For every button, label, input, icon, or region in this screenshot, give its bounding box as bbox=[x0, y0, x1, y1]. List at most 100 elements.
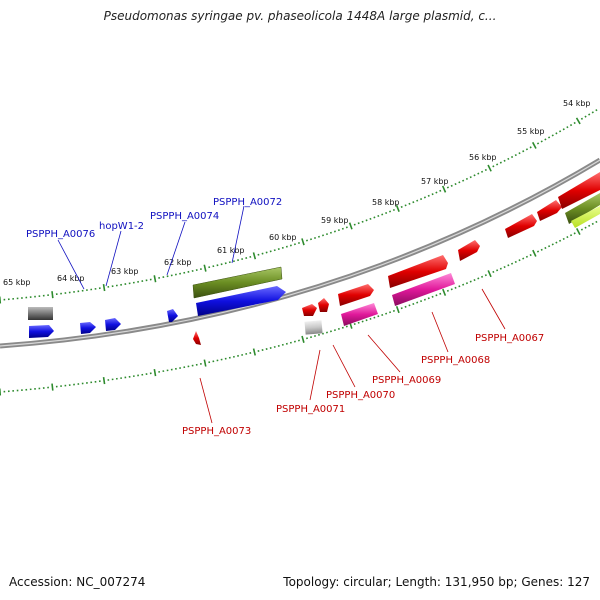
gene-pink-a0068[interactable] bbox=[392, 273, 455, 306]
gene-label-a0071[interactable]: PSPPH_A0071 bbox=[276, 404, 345, 415]
kbp-label-63: 63 kbp bbox=[111, 267, 139, 276]
inner-tick bbox=[566, 236, 569, 239]
outer-tick bbox=[503, 159, 506, 162]
outer-tick bbox=[361, 220, 364, 223]
inner-tick bbox=[492, 270, 495, 274]
outer-tick bbox=[337, 229, 340, 232]
gene-gray-a0077[interactable] bbox=[28, 307, 53, 320]
inner-tick bbox=[473, 278, 476, 282]
gene-label-a0068[interactable]: PSPPH_A0068 bbox=[421, 355, 490, 366]
inner-tick bbox=[469, 280, 472, 283]
gene-blue-a0076[interactable] bbox=[29, 325, 54, 338]
gene-label-a0067[interactable]: PSPPH_A0067 bbox=[475, 333, 544, 344]
kbp-label-59: 59 kbp bbox=[321, 216, 349, 225]
outer-tick bbox=[584, 115, 587, 118]
inner-tick bbox=[518, 259, 521, 262]
gene-label-a0073[interactable]: PSPPH_A0073 bbox=[182, 426, 251, 437]
gene-olive-a0072[interactable] bbox=[192, 266, 283, 299]
outer-tick bbox=[562, 128, 565, 131]
outer-tick bbox=[348, 222, 353, 230]
inner-tick bbox=[381, 313, 384, 316]
inner-tick bbox=[575, 228, 581, 235]
kbp-label-57: 57 kbp bbox=[421, 177, 449, 186]
gene-blue-hopw1[interactable] bbox=[105, 318, 121, 331]
outer-tick bbox=[357, 222, 360, 225]
inner-tick bbox=[477, 277, 480, 280]
inner-tick bbox=[487, 270, 492, 278]
outer-tick bbox=[492, 165, 495, 168]
outer-tick bbox=[499, 161, 502, 164]
gene-red-a0071[interactable] bbox=[302, 304, 317, 316]
gene-lightgray-a0071[interactable] bbox=[304, 320, 323, 335]
gene-label-a0072[interactable]: PSPPH_A0072 bbox=[213, 197, 282, 208]
outer-tick bbox=[423, 196, 426, 199]
gene-label-hopw1[interactable]: hopW1-2 bbox=[99, 221, 144, 232]
gene-label-a0074[interactable]: PSPPH_A0074 bbox=[150, 211, 219, 222]
outer-tick bbox=[252, 252, 257, 260]
inner-tick bbox=[548, 245, 551, 248]
inner-tick bbox=[423, 298, 426, 301]
inner-tick bbox=[427, 297, 430, 300]
outer-tick bbox=[477, 172, 480, 175]
outer-tick bbox=[435, 191, 438, 194]
gene-red-r2[interactable] bbox=[338, 284, 374, 306]
gene-label-a0070[interactable]: PSPPH_A0070 bbox=[326, 390, 395, 401]
outer-tick bbox=[514, 154, 517, 157]
outer-tick bbox=[547, 136, 551, 139]
outer-tick bbox=[518, 152, 521, 155]
inner-tick bbox=[416, 301, 419, 304]
gene-red-r6[interactable] bbox=[558, 172, 600, 209]
gene-red-r1[interactable] bbox=[388, 255, 448, 288]
outer-tick bbox=[395, 204, 400, 213]
outer-tick bbox=[301, 238, 305, 246]
gene-blue-a0074[interactable] bbox=[167, 309, 178, 322]
gene-label-a0069[interactable]: PSPPH_A0069 bbox=[372, 375, 441, 386]
outer-tick bbox=[450, 184, 453, 187]
gene-blue-a0072[interactable] bbox=[196, 286, 286, 316]
forward-genes bbox=[28, 172, 600, 338]
outer-tick bbox=[458, 181, 461, 184]
outer-tick bbox=[510, 155, 514, 159]
outer-tick bbox=[385, 211, 388, 215]
outer-tick-ring bbox=[0, 109, 598, 304]
gene-red-r4[interactable] bbox=[505, 214, 537, 238]
inner-tick bbox=[450, 288, 453, 291]
outer-tick bbox=[496, 163, 499, 166]
gene-red-r5[interactable] bbox=[537, 200, 562, 221]
callout-lines bbox=[57, 205, 506, 424]
kbp-label-61: 61 kbp bbox=[217, 246, 245, 255]
gene-label-a0076[interactable]: PSPPH_A0076 bbox=[26, 229, 95, 240]
inner-tick bbox=[389, 311, 392, 314]
inner-tick bbox=[369, 317, 372, 320]
inner-tick bbox=[442, 288, 447, 296]
inner-tick bbox=[458, 285, 461, 288]
outer-tick bbox=[51, 291, 54, 299]
inner-tick bbox=[525, 255, 528, 258]
outer-tick bbox=[373, 216, 376, 219]
inner-tick bbox=[102, 377, 106, 385]
inner-tick bbox=[373, 316, 376, 319]
gene-pink-a0069[interactable] bbox=[341, 303, 378, 326]
inner-tick bbox=[377, 315, 380, 318]
inner-tick bbox=[496, 269, 499, 272]
gene-red-a0070[interactable] bbox=[318, 298, 329, 312]
gene-blue-a0075[interactable] bbox=[80, 322, 96, 334]
kbp-label-54: 54 kbp bbox=[563, 99, 591, 108]
accession-text: Accession: NC_007274 bbox=[9, 575, 146, 589]
outer-tick bbox=[558, 130, 562, 133]
gene-lime-r8[interactable] bbox=[571, 206, 600, 228]
gene-red-a0073[interactable] bbox=[193, 331, 201, 345]
gene-olive-r7[interactable] bbox=[565, 193, 600, 224]
outer-tick bbox=[333, 230, 336, 233]
outer-tick bbox=[377, 214, 380, 218]
outer-tick bbox=[392, 208, 395, 212]
outer-tick bbox=[529, 146, 532, 149]
kbp-label-56: 56 kbp bbox=[469, 153, 497, 162]
outer-tick bbox=[469, 176, 472, 179]
outer-tick bbox=[416, 199, 419, 202]
inner-tick bbox=[446, 289, 449, 292]
gene-red-r3[interactable] bbox=[458, 240, 480, 261]
outer-tick bbox=[591, 111, 594, 114]
outer-tick bbox=[404, 204, 407, 207]
